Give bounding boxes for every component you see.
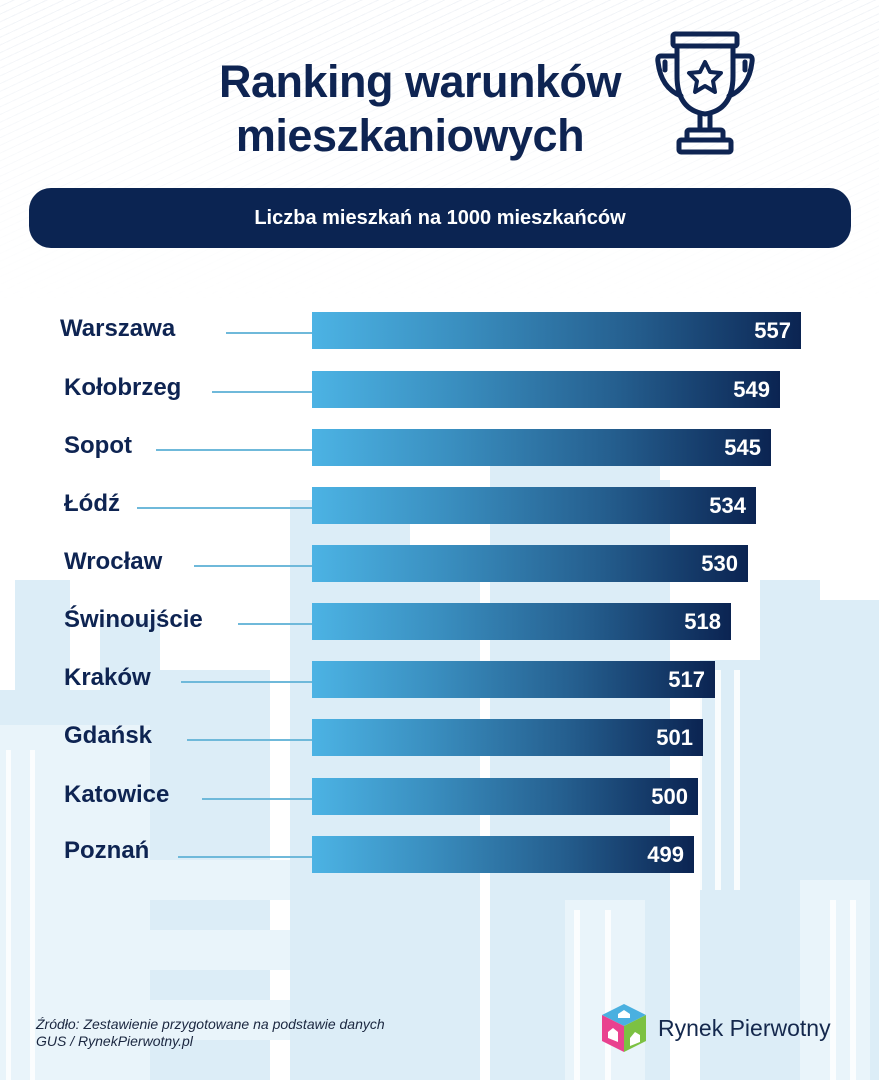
bar-row-sopot: Sopot 545 <box>0 429 879 467</box>
value-label: 545 <box>724 435 761 460</box>
city-label: Katowice <box>64 781 170 808</box>
value-bar: 549 <box>312 371 780 408</box>
value-bar: 557 <box>312 312 801 349</box>
leader-line <box>194 565 312 567</box>
value-label: 557 <box>754 318 791 343</box>
source-line2: GUS / RynekPierwotny.pl <box>36 1033 193 1049</box>
trophy-icon <box>655 31 755 155</box>
city-skyline-background <box>0 440 879 1080</box>
city-label: Sopot <box>64 432 132 459</box>
city-label: Warszawa <box>60 315 176 342</box>
value-label: 518 <box>684 609 721 634</box>
value-label: 499 <box>647 842 684 867</box>
bar-row-warszawa: Warszawa 557 <box>0 312 879 350</box>
city-label: Kraków <box>64 664 151 691</box>
city-label: Świnoujście <box>64 606 203 633</box>
value-label: 549 <box>733 377 770 402</box>
leader-line <box>156 449 312 451</box>
leader-line <box>212 391 312 393</box>
bar-row-katowice: Katowice 500 <box>0 778 879 816</box>
value-bar: 500 <box>312 778 698 815</box>
bar-row-lodz: Łódź 534 <box>0 487 879 525</box>
source-line1: Źródło: Zestawienie przygotowane na pods… <box>36 1016 385 1032</box>
bar-row-kolobrzeg: Kołobrzeg 549 <box>0 371 879 409</box>
bar-row-krakow: Kraków 517 <box>0 661 879 699</box>
value-bar: 545 <box>312 429 771 466</box>
city-label: Kołobrzeg <box>64 374 182 401</box>
chart-subtitle-banner: Liczba mieszkań na 1000 mieszkańców <box>29 188 851 248</box>
leader-line <box>178 856 312 858</box>
value-bar: 518 <box>312 603 731 640</box>
value-bar: 530 <box>312 545 748 582</box>
house-cube-logo-icon <box>602 1004 646 1052</box>
leader-line <box>226 332 312 334</box>
value-label: 530 <box>701 551 738 576</box>
page-title-line2: mieszkaniowych <box>235 110 585 161</box>
page-title-line1: Ranking warunków <box>218 56 622 107</box>
bar-row-poznan: Poznań 499 <box>0 836 879 874</box>
bar-row-wroclaw: Wrocław 530 <box>0 545 879 583</box>
leader-line <box>181 681 312 683</box>
leader-line <box>137 507 312 509</box>
brand-name: Rynek Pierwotny <box>658 1014 831 1041</box>
bar-row-gdansk: Gdańsk 501 <box>0 719 879 757</box>
value-label: 501 <box>656 725 693 750</box>
chart-subtitle: Liczba mieszkań na 1000 mieszkańców <box>254 206 626 229</box>
source-note: Źródło: Zestawienie przygotowane na pods… <box>36 1016 385 1050</box>
value-bar: 534 <box>312 487 756 524</box>
value-bar: 517 <box>312 661 715 698</box>
value-label: 517 <box>668 667 705 692</box>
bar-row-swinoujscie: Świnoujście 518 <box>0 603 879 641</box>
value-label: 534 <box>709 493 746 518</box>
leader-line <box>238 623 312 625</box>
city-label: Wrocław <box>64 548 163 575</box>
leader-line <box>202 798 312 800</box>
city-label: Łódź <box>64 490 120 517</box>
brand-logo: Rynek Pierwotny <box>600 1002 831 1054</box>
city-label: Poznań <box>64 837 150 864</box>
value-bar: 501 <box>312 719 703 756</box>
value-label: 500 <box>651 784 688 809</box>
value-bar: 499 <box>312 836 694 873</box>
city-label: Gdańsk <box>64 722 153 749</box>
leader-line <box>187 739 312 741</box>
